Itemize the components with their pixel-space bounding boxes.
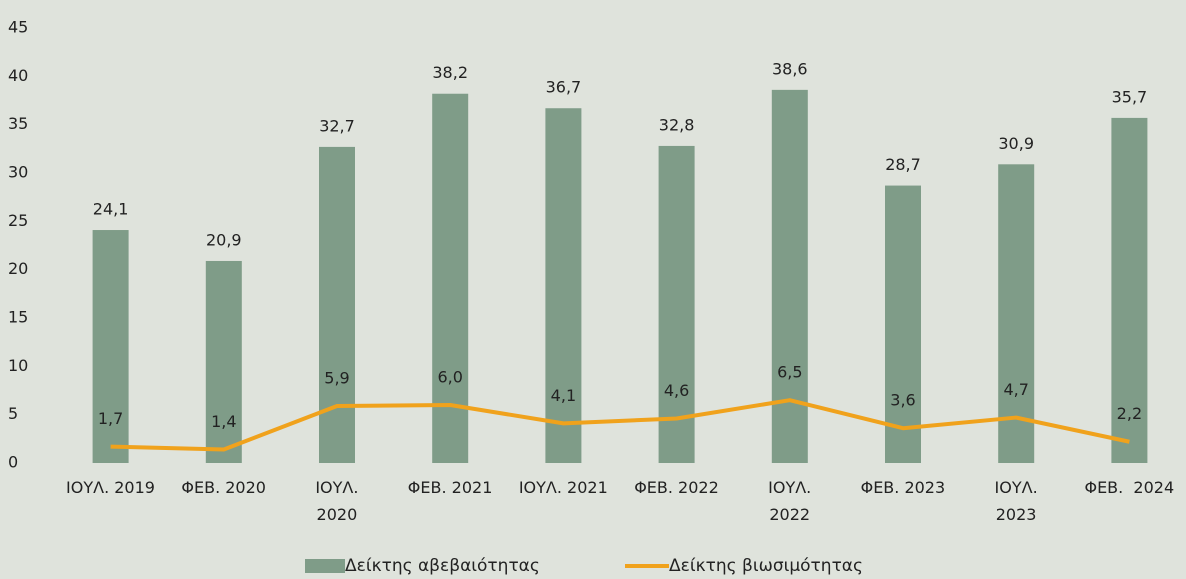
x-tick-label: ΙΟΥΛ. 2023 [994,478,1038,524]
data-label: 32,8 [659,115,695,134]
y-tick-label: 30 [8,163,28,182]
bar [998,164,1035,464]
y-tick-label: 10 [8,356,28,375]
bar [319,146,355,463]
data-label: 3,6 [890,391,915,410]
bar [658,145,695,463]
y-tick-label: 35 [8,114,28,133]
bar [1111,117,1148,464]
data-label: 1,7 [98,409,123,428]
bar [545,108,582,463]
bar [92,230,129,463]
data-label: 38,2 [432,63,468,82]
legend-swatch [625,564,669,568]
data-label: 38,6 [772,59,808,78]
data-label: 24,1 [93,200,129,219]
data-label: 2,2 [1117,404,1142,423]
x-tick-label: ΦΕΒ. 2024 [1084,478,1175,497]
bar [771,89,808,463]
legend-label: Δείκτης βιωσιμότητας [669,556,863,576]
legend-label: Δείκτης αβεβαιότητας [345,556,540,576]
data-label: 36,7 [546,78,582,97]
y-tick-label: 40 [8,66,28,85]
data-label: 32,7 [319,116,355,135]
legend-item: Δείκτης αβεβαιότητας [305,556,540,576]
legend-item: Δείκτης βιωσιμότητας [625,556,863,576]
y-tick-label: 5 [8,404,18,423]
bar [205,260,242,463]
x-tick-label: ΙΟΥΛ. 2019 [66,478,155,497]
x-tick-label: ΦΕΒ. 2023 [860,478,946,497]
x-tick-label: ΦΕΒ. 2020 [181,478,266,497]
y-tick-label: 45 [8,18,28,37]
y-tick-label: 25 [8,211,28,230]
data-label: 6,5 [777,363,802,382]
y-tick-label: 15 [8,308,28,327]
data-label: 20,9 [206,230,242,249]
data-label: 28,7 [885,155,921,174]
data-label: 6,0 [437,368,462,387]
x-tick-label: ΦΕΒ. 2021 [407,478,493,497]
data-label: 30,9 [998,134,1034,153]
bar [885,185,921,464]
y-tick-label: 0 [8,453,18,472]
legend-swatch [305,559,345,573]
data-label: 4,1 [551,386,576,405]
data-label: 1,4 [211,412,236,431]
bar [432,93,469,463]
data-label: 4,6 [664,381,689,400]
x-tick-label: ΦΕΒ. 2022 [634,478,719,497]
data-label: 35,7 [1112,87,1148,106]
x-tick-label: ΙΟΥΛ. 2021 [518,478,608,497]
x-tick-label: ΙΟΥΛ. 2022 [768,478,812,524]
x-tick-label: ΙΟΥΛ. 2020 [315,478,359,524]
data-label: 4,7 [1003,380,1028,399]
line [110,398,1130,452]
y-tick-label: 20 [8,259,28,278]
data-label: 5,9 [324,368,349,387]
